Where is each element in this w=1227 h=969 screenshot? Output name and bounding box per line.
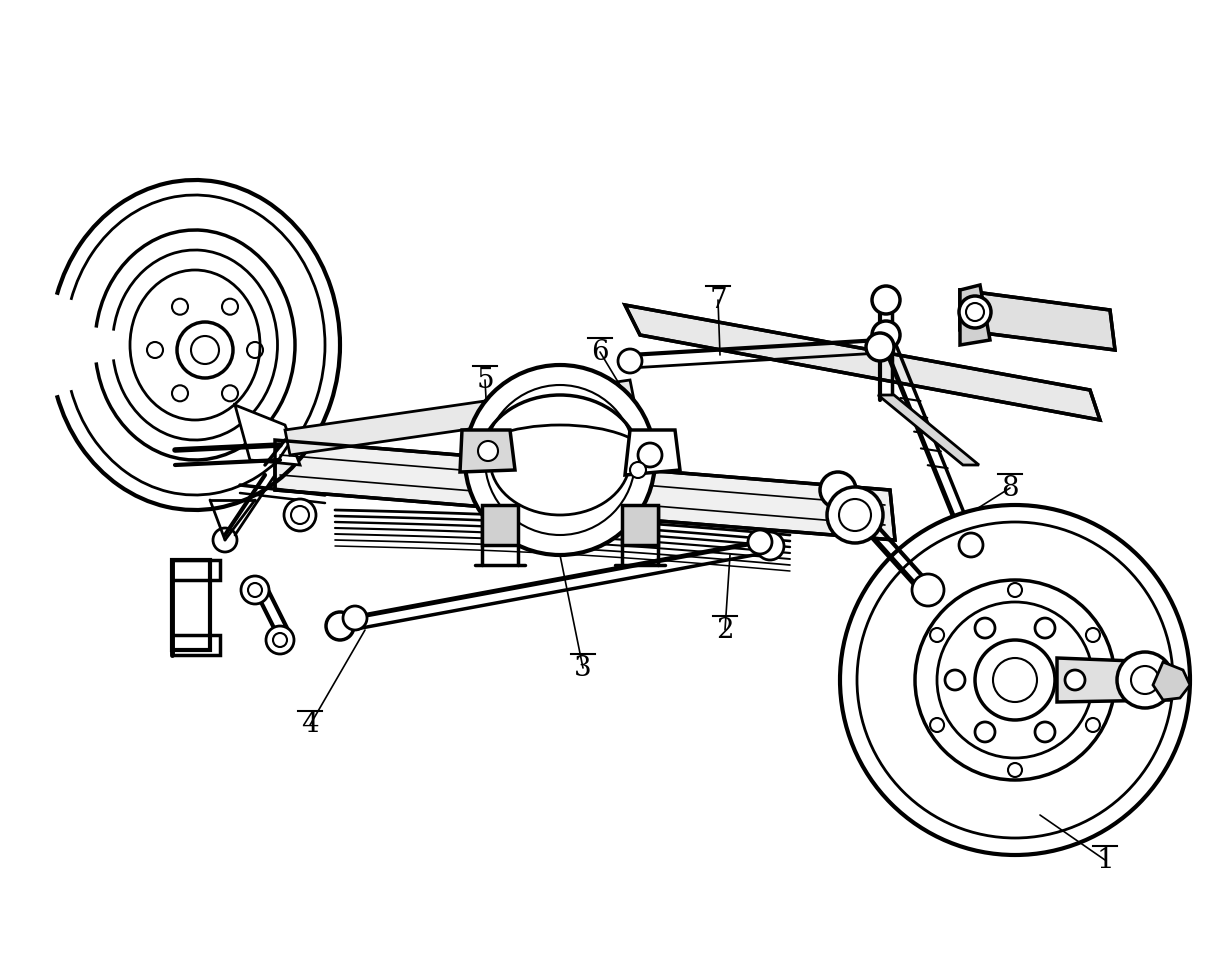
Polygon shape: [960, 285, 990, 345]
Circle shape: [966, 303, 984, 321]
Circle shape: [344, 606, 367, 630]
Circle shape: [748, 530, 772, 554]
Circle shape: [975, 640, 1055, 720]
Circle shape: [248, 583, 263, 597]
Circle shape: [756, 532, 784, 560]
Polygon shape: [879, 395, 979, 465]
Circle shape: [213, 528, 237, 552]
Circle shape: [1086, 628, 1099, 642]
Circle shape: [638, 443, 663, 467]
Polygon shape: [625, 305, 1099, 420]
Circle shape: [827, 487, 883, 543]
Circle shape: [975, 722, 995, 742]
Circle shape: [1086, 718, 1099, 732]
Circle shape: [872, 321, 899, 349]
Circle shape: [191, 336, 218, 364]
Polygon shape: [1056, 658, 1171, 702]
Circle shape: [960, 533, 983, 557]
Circle shape: [283, 499, 317, 531]
Circle shape: [840, 505, 1190, 855]
Circle shape: [629, 462, 645, 478]
Circle shape: [930, 628, 944, 642]
Circle shape: [872, 286, 899, 314]
Text: 8: 8: [1001, 475, 1018, 502]
Circle shape: [912, 574, 944, 606]
Circle shape: [1009, 763, 1022, 777]
Circle shape: [930, 718, 944, 732]
Polygon shape: [236, 405, 299, 465]
Circle shape: [618, 349, 642, 373]
Circle shape: [1117, 652, 1173, 708]
Circle shape: [839, 499, 871, 531]
Circle shape: [326, 612, 355, 640]
Circle shape: [1065, 670, 1085, 690]
Polygon shape: [622, 505, 658, 545]
Circle shape: [1036, 722, 1055, 742]
Polygon shape: [460, 430, 515, 472]
Text: 5: 5: [476, 366, 493, 393]
Text: 7: 7: [709, 287, 726, 314]
Circle shape: [240, 576, 269, 604]
Circle shape: [993, 658, 1037, 702]
Circle shape: [177, 322, 233, 378]
Circle shape: [266, 626, 294, 654]
Polygon shape: [960, 290, 1115, 350]
Circle shape: [820, 472, 856, 508]
Text: 3: 3: [574, 654, 591, 681]
Circle shape: [1131, 666, 1160, 694]
Polygon shape: [1153, 662, 1190, 700]
Text: 2: 2: [717, 616, 734, 643]
Circle shape: [465, 365, 655, 555]
Circle shape: [945, 670, 964, 690]
Polygon shape: [482, 505, 518, 545]
Circle shape: [1036, 618, 1055, 638]
Circle shape: [291, 506, 309, 524]
Text: 6: 6: [591, 338, 609, 365]
Text: 1: 1: [1096, 847, 1114, 873]
Polygon shape: [285, 380, 636, 455]
Circle shape: [479, 441, 498, 461]
Circle shape: [975, 618, 995, 638]
Text: 4: 4: [301, 711, 319, 738]
Circle shape: [866, 333, 894, 361]
Circle shape: [915, 580, 1115, 780]
Circle shape: [960, 296, 991, 328]
Circle shape: [1009, 583, 1022, 597]
Circle shape: [272, 633, 287, 647]
Polygon shape: [625, 430, 680, 475]
Polygon shape: [275, 440, 894, 540]
